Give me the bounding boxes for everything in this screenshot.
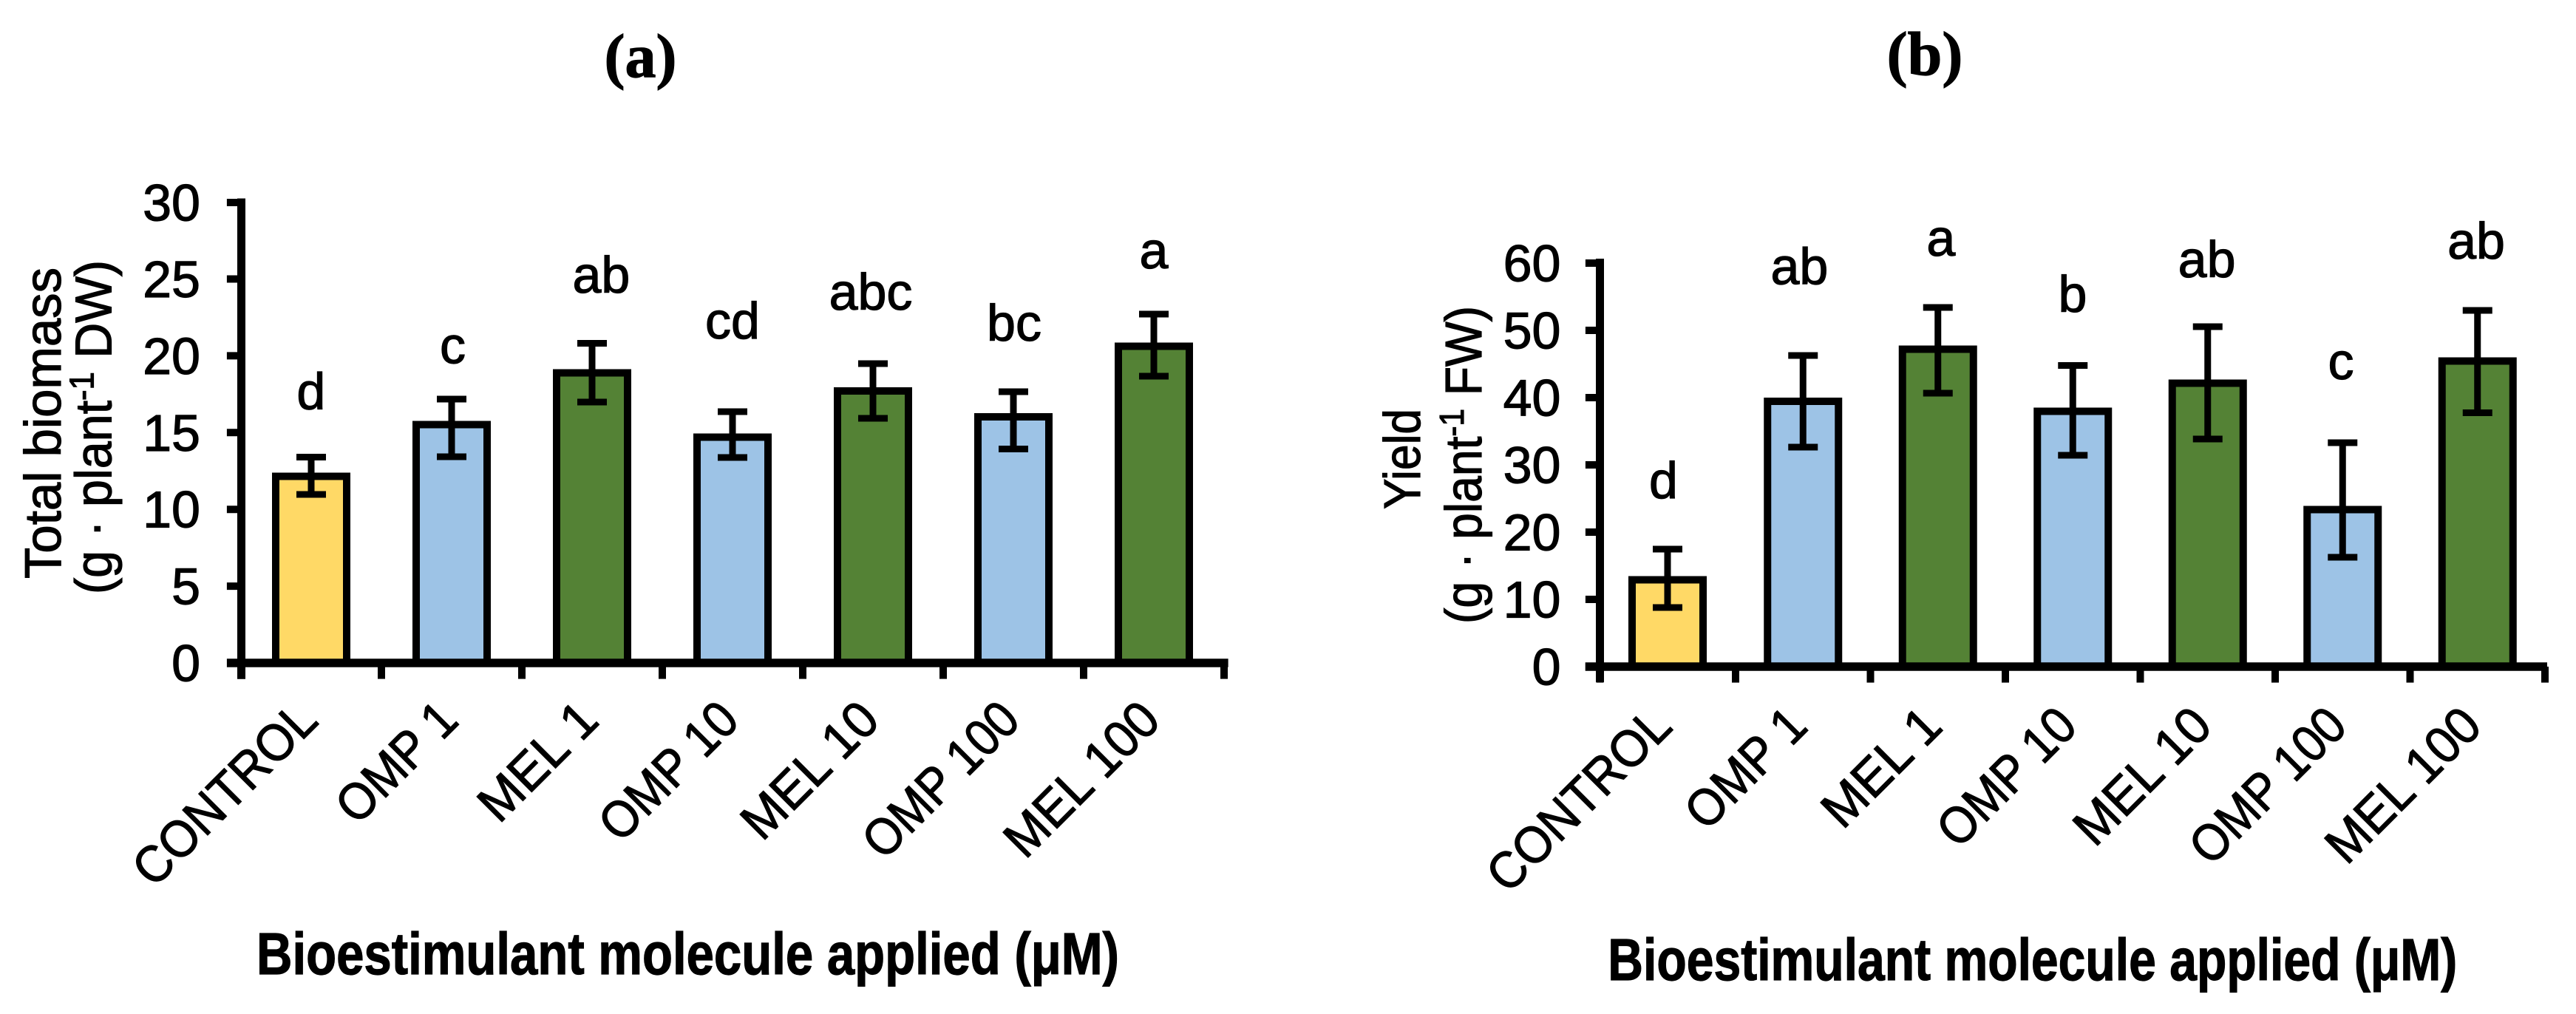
svg-text:Bioestimulant molecule applied: Bioestimulant molecule applied (μM) <box>1608 927 2457 993</box>
svg-text:c: c <box>440 317 466 375</box>
svg-text:(g · plant-1 DW): (g · plant-1 DW) <box>63 260 123 594</box>
svg-text:d: d <box>296 362 325 420</box>
svg-text:c: c <box>2328 333 2354 390</box>
svg-text:ab: ab <box>2447 212 2505 270</box>
svg-text:Bioestimulant molecule applied: Bioestimulant molecule applied (μM) <box>256 921 1119 987</box>
svg-text:20: 20 <box>143 327 200 385</box>
svg-text:ab: ab <box>2178 231 2236 288</box>
svg-text:0: 0 <box>171 635 200 693</box>
svg-text:30: 30 <box>1503 437 1561 494</box>
svg-text:10: 10 <box>1503 571 1561 629</box>
svg-text:abc: abc <box>829 263 913 321</box>
svg-text:(b): (b) <box>1887 20 1963 89</box>
svg-text:15: 15 <box>143 404 200 462</box>
svg-text:ab: ab <box>572 246 630 304</box>
svg-text:bc: bc <box>987 294 1041 352</box>
svg-text:60: 60 <box>1503 235 1561 293</box>
svg-text:d: d <box>1649 452 1678 509</box>
svg-text:40: 40 <box>1503 370 1561 427</box>
svg-text:a: a <box>1140 222 1169 279</box>
svg-text:10: 10 <box>143 481 200 539</box>
svg-text:ab: ab <box>1770 238 1828 296</box>
svg-text:5: 5 <box>171 558 200 616</box>
svg-text:(g · plant-1 FW): (g · plant-1 FW) <box>1433 306 1492 624</box>
svg-text:20: 20 <box>1503 504 1561 562</box>
svg-text:50: 50 <box>1503 302 1561 360</box>
svg-text:30: 30 <box>143 174 200 232</box>
svg-text:b: b <box>2059 265 2087 323</box>
svg-text:25: 25 <box>143 251 200 308</box>
svg-text:0: 0 <box>1532 639 1561 696</box>
svg-text:cd: cd <box>705 292 760 350</box>
svg-text:a: a <box>1926 209 1955 267</box>
svg-text:Yield: Yield <box>1373 409 1431 509</box>
svg-text:(a): (a) <box>605 22 677 91</box>
svg-text:Total biomass: Total biomass <box>14 268 72 579</box>
